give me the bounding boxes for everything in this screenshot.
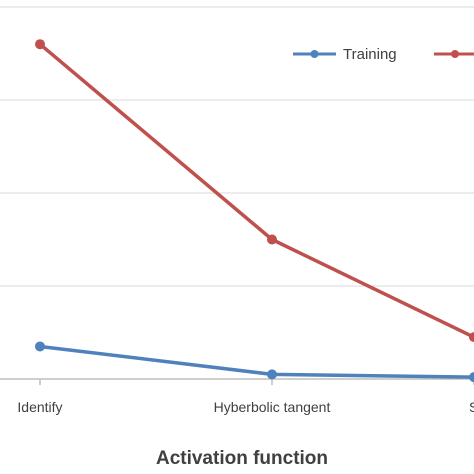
data-point: [35, 39, 45, 50]
data-point: [267, 234, 277, 245]
x-axis-title: Activation function: [156, 448, 328, 469]
x-tick-label: Identify: [17, 399, 62, 415]
legend-marker-series-2: [451, 50, 459, 58]
data-point: [469, 332, 474, 343]
legend-marker-training: [310, 50, 319, 58]
legend: Training: [293, 46, 474, 63]
legend-label-training: Training: [343, 46, 397, 63]
series-line-2: [38, 42, 474, 339]
x-tick-label: S: [469, 399, 474, 415]
series-group: [35, 39, 474, 383]
series-line-1: [39, 344, 474, 379]
data-point: [35, 341, 45, 352]
x-axis-ticks: [39, 379, 474, 385]
data-point: [267, 369, 277, 380]
x-tick-label: Hyberbolic tangent: [214, 399, 331, 415]
gridlines: [0, 6, 474, 287]
x-tick-labels: Identify Hyberbolic tangent S: [17, 399, 474, 415]
data-point: [469, 372, 474, 383]
